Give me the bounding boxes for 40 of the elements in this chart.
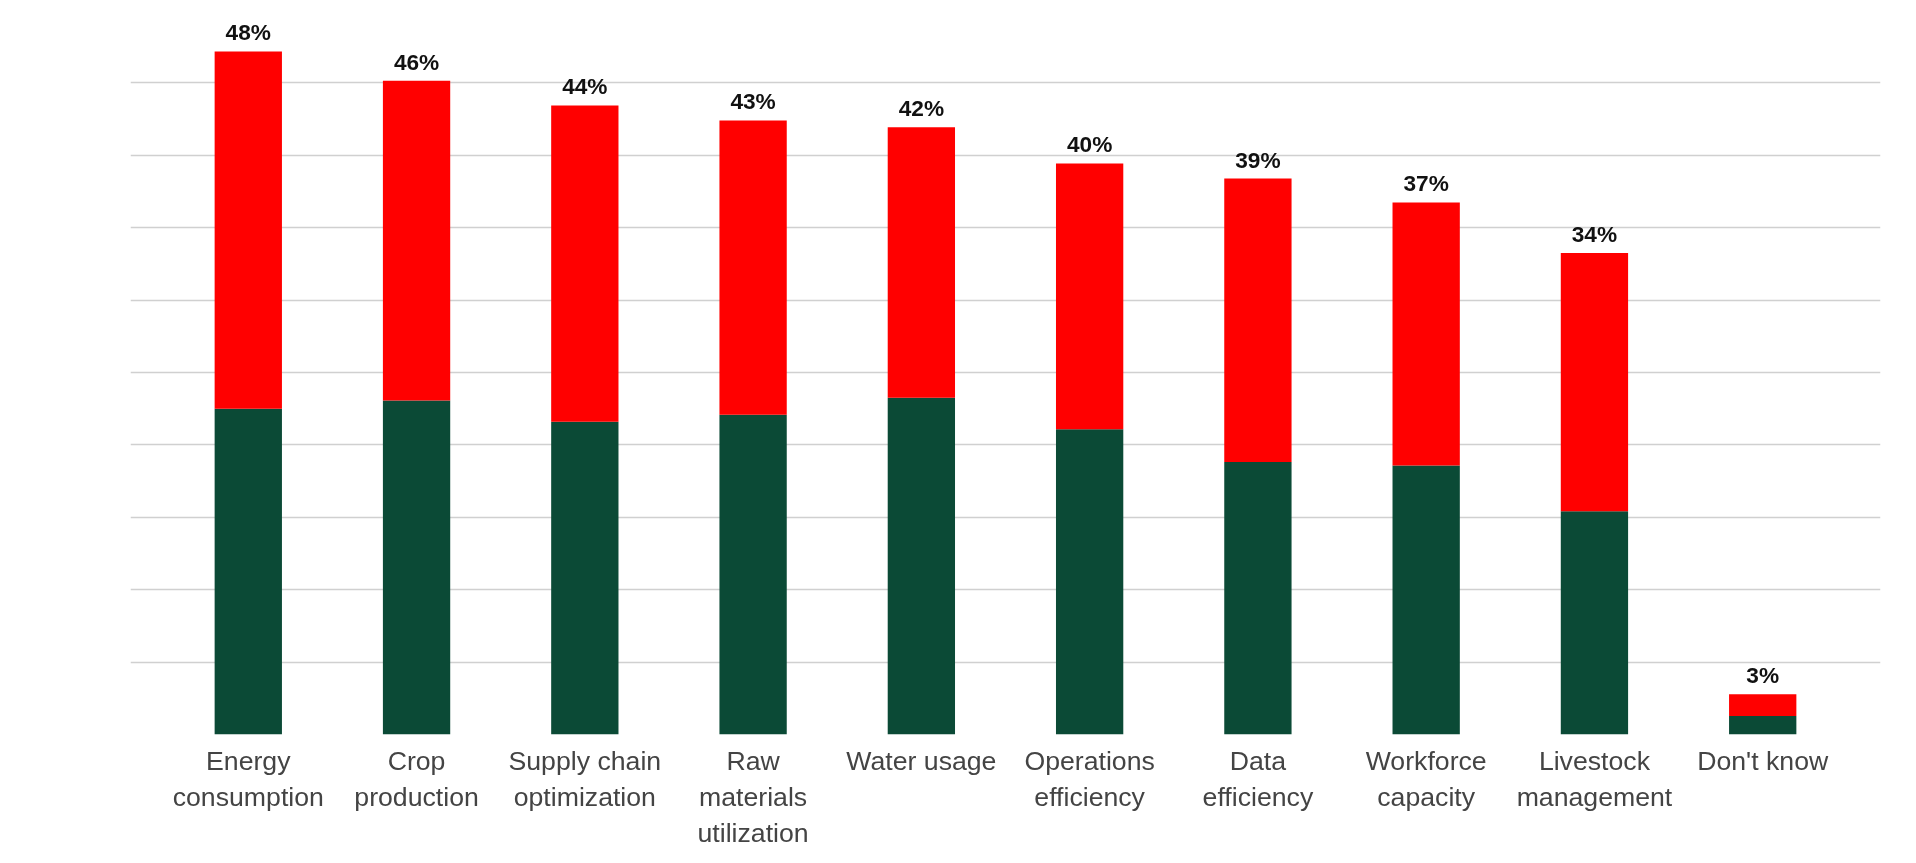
annotation: 39% xyxy=(1235,146,1281,173)
bar xyxy=(1729,694,1797,717)
bar xyxy=(1224,178,1292,462)
bar xyxy=(1392,465,1460,735)
annotation: 44% xyxy=(562,73,608,100)
bar xyxy=(887,127,956,398)
annotation: 40% xyxy=(1066,131,1113,158)
bar xyxy=(887,397,956,735)
annotation: 42% xyxy=(898,95,945,122)
bar xyxy=(1224,461,1292,735)
annotation: 46% xyxy=(393,48,440,75)
x-tick-label: Crop production xyxy=(354,745,479,812)
bar xyxy=(382,80,451,401)
bar xyxy=(1055,429,1124,735)
annotation: 48% xyxy=(225,19,271,46)
x-tick-label: Water usage xyxy=(846,745,997,776)
annotation: 43% xyxy=(730,88,776,115)
bar xyxy=(1560,252,1629,512)
annotation: 37% xyxy=(1403,170,1449,197)
bar xyxy=(1392,202,1460,466)
bar xyxy=(382,400,451,735)
x-tick-label: Operations efficiency xyxy=(1024,745,1155,812)
bar xyxy=(551,105,619,422)
x-tick-label: Energy consumption xyxy=(172,745,324,812)
x-tick-label: Don't know xyxy=(1697,745,1829,776)
bar xyxy=(1055,163,1124,430)
bar xyxy=(719,414,787,735)
annotation: 34% xyxy=(1571,220,1618,247)
x-tick-label: Supply chain optimization xyxy=(508,745,662,812)
bar xyxy=(551,421,619,735)
annotation: 3% xyxy=(1746,662,1780,689)
bar xyxy=(719,120,787,415)
x-tick-label: Data efficiency xyxy=(1202,745,1314,812)
bar xyxy=(214,51,282,409)
bar xyxy=(1729,716,1797,735)
x-tick-label: Workforce capacity xyxy=(1365,745,1487,812)
x-tick-label: Livestock management xyxy=(1516,745,1673,812)
bar xyxy=(214,408,282,735)
bar xyxy=(1560,511,1629,735)
x-tick-label: Raw materials utilization xyxy=(697,745,809,848)
